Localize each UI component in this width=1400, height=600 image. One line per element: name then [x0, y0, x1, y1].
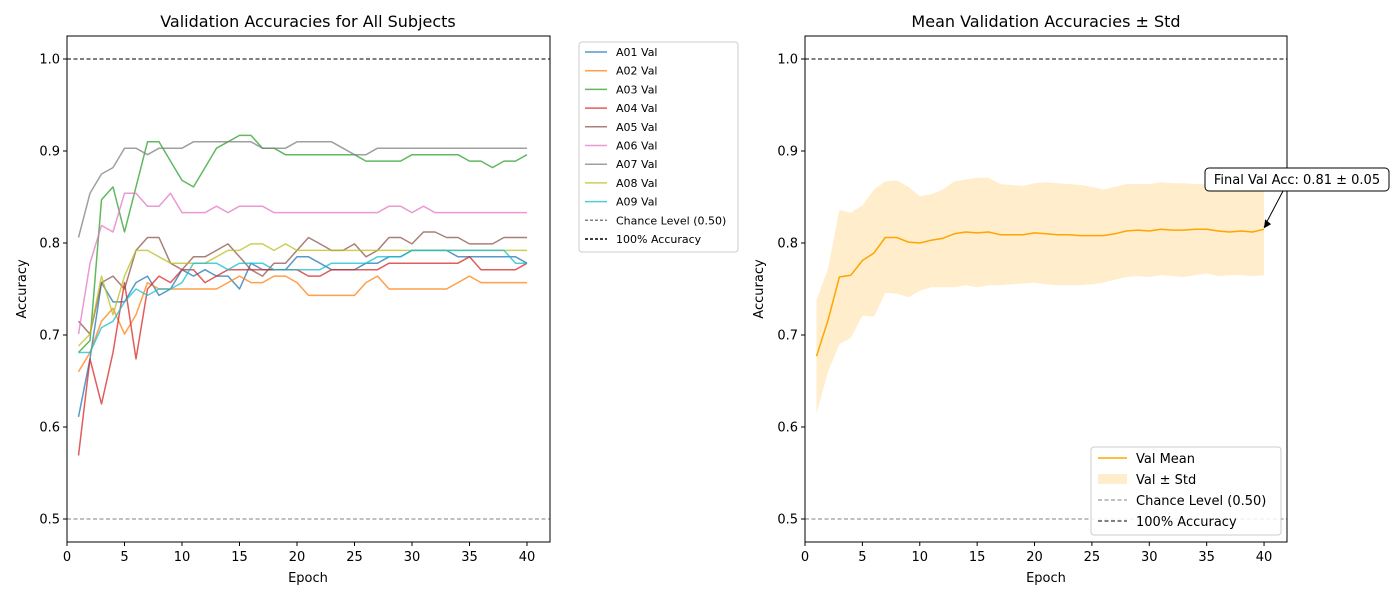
annotation-box [1204, 167, 1390, 192]
plot-area-frame [66, 35, 551, 543]
x-tick-label: 10 [911, 550, 928, 565]
x-tick-label: 30 [404, 550, 421, 565]
x-tick-label: 5 [858, 550, 866, 565]
left-chart-title: Validation Accuracies for All Subjects [160, 12, 456, 31]
x-tick-label: 10 [174, 550, 191, 565]
legend-label: A07 Val [616, 158, 658, 171]
legend-label: Val Mean [1136, 452, 1195, 467]
series-line-a02-val [77, 275, 527, 373]
y-tick-label: 0.5 [39, 513, 60, 528]
legend-label: A02 Val [616, 65, 658, 78]
legend-label: Chance Level (0.50) [1136, 494, 1266, 509]
legend-label: A01 Val [616, 46, 658, 59]
legend-box [1090, 446, 1282, 536]
x-tick-label: 5 [120, 550, 128, 565]
y-tick-label: 0.6 [777, 421, 798, 436]
annotation-arrow-head [1264, 219, 1272, 229]
y-tick-label: 0.7 [777, 329, 798, 344]
left-chart-panel: Validation Accuracies for All Subjects E… [15, 12, 739, 586]
left-x-axis-label: Epoch [288, 571, 328, 586]
legend-label: Chance Level (0.50) [616, 214, 726, 227]
x-tick-label: 35 [1198, 550, 1215, 565]
legend-label: A06 Val [616, 140, 658, 153]
x-tick-label: 0 [801, 550, 809, 565]
left-y-axis-label: Accuracy [15, 259, 30, 319]
x-tick-label: 20 [1026, 550, 1043, 565]
y-tick-label: 0.8 [777, 237, 798, 252]
legend-label: A05 Val [616, 121, 658, 134]
x-tick-label: 40 [519, 550, 536, 565]
legend-label: Val ± Std [1136, 473, 1196, 488]
legend-label: 100% Accuracy [616, 233, 702, 246]
legend-label: A03 Val [616, 83, 658, 96]
right-chart-panel: Mean Validation Accuracies ± Std Epoch A… [752, 12, 1390, 586]
legend-swatch [1098, 474, 1127, 484]
plot-area-frame [804, 35, 1288, 543]
series-line-a04-val [77, 256, 528, 456]
legend-label: 100% Accuracy [1136, 515, 1237, 530]
series-line-a09-val [78, 249, 527, 354]
y-tick-label: 0.6 [39, 421, 60, 436]
y-tick-label: 1.0 [777, 53, 798, 68]
right-x-axis-label: Epoch [1026, 571, 1066, 586]
series-line-a01-val [77, 249, 528, 418]
x-tick-label: 35 [461, 550, 478, 565]
series-line-val-mean [815, 228, 1265, 357]
series-line-a07-val [77, 141, 527, 238]
legend-label: A08 Val [616, 177, 658, 190]
x-tick-label: 40 [1256, 550, 1273, 565]
series-line-a05-val [77, 231, 527, 335]
x-tick-label: 30 [1141, 550, 1158, 565]
legend-label: A09 Val [616, 196, 658, 209]
x-tick-label: 15 [231, 550, 248, 565]
std-band [816, 177, 1264, 414]
y-tick-label: 0.5 [777, 513, 798, 528]
y-tick-label: 1.0 [39, 53, 60, 68]
series-line-a03-val [77, 134, 528, 354]
x-tick-label: 15 [969, 550, 986, 565]
annotation-text: Final Val Acc: 0.81 ± 0.05 [1214, 173, 1380, 188]
legend-label: A04 Val [616, 102, 658, 115]
legend-box [578, 41, 739, 253]
x-tick-label: 0 [63, 550, 71, 565]
y-tick-label: 0.8 [39, 237, 60, 252]
y-tick-label: 0.9 [39, 145, 60, 160]
right-y-axis-label: Accuracy [752, 259, 767, 319]
right-chart-title: Mean Validation Accuracies ± Std [911, 12, 1180, 31]
x-tick-label: 25 [1084, 550, 1101, 565]
y-tick-label: 0.7 [39, 329, 60, 344]
x-tick-label: 20 [289, 550, 306, 565]
y-tick-label: 0.9 [777, 145, 798, 160]
x-tick-label: 25 [346, 550, 363, 565]
series-line-a06-val [77, 192, 527, 335]
